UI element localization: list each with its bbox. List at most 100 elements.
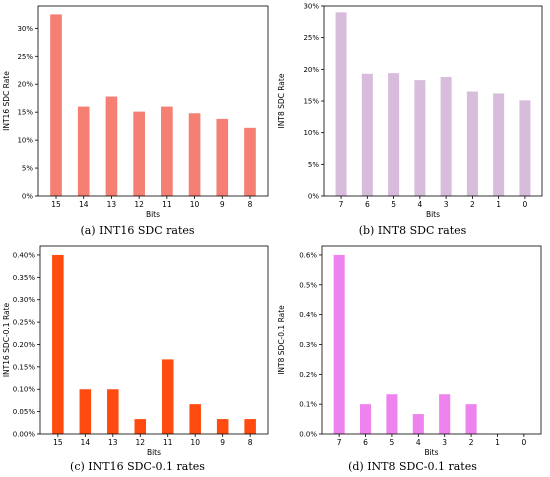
x-axis-label: Bits: [424, 448, 438, 457]
y-axis-label: INT16 SDC Rate: [2, 71, 11, 131]
x-tick-label: 1: [495, 438, 500, 447]
x-tick-label: 7: [339, 200, 344, 209]
x-tick-label: 12: [135, 438, 145, 447]
panel-b: 0% 5% 10% 15% 20% 25% 30% 7 6 5 4 3 2 1 0 Bits INT8 SDC …: [275, 0, 550, 240]
bar-11: [161, 106, 173, 196]
x-tick-label: 14: [79, 200, 89, 209]
y-tick-label: 0.10%: [13, 386, 36, 394]
x-tick-label: 3: [442, 438, 447, 447]
x-tick-label: 0: [523, 200, 528, 209]
bar-3: [440, 76, 452, 196]
y-tick-label: 25%: [17, 53, 33, 61]
bar-5: [386, 394, 398, 434]
y-tick-label: 15%: [17, 109, 33, 117]
bar-8: [244, 127, 256, 196]
caption-a: (a) INT16 SDC rates: [80, 224, 195, 237]
x-tick-label: 9: [220, 200, 225, 209]
bar-9: [216, 118, 229, 196]
y-tick-label: 0.20%: [13, 341, 36, 349]
bar-12: [134, 419, 147, 434]
bar-9: [216, 419, 229, 434]
y-tick-label: 25%: [303, 34, 319, 42]
x-tick-label: 2: [469, 438, 474, 447]
x-tick-label: 4: [417, 200, 422, 209]
caption-c: (c) INT16 SDC-0.1 rates: [70, 460, 205, 473]
plot-frame: [39, 245, 269, 435]
bar-2: [466, 91, 478, 196]
bar-2: [465, 404, 477, 434]
x-axis-label: Bits: [426, 210, 440, 219]
y-axis-label: INT16 SDC-0.1 Rate: [2, 302, 11, 377]
plot-frame: [323, 5, 543, 197]
bar-13: [105, 96, 118, 196]
x-tick-label: 14: [81, 438, 91, 447]
bar-3: [439, 394, 451, 434]
x-tick-label: 5: [391, 200, 396, 209]
bar-6: [359, 404, 372, 434]
bar-8: [244, 419, 256, 434]
y-tick-label: 0.30%: [13, 296, 36, 304]
y-axis-label: INT8 SDC Rate: [277, 73, 286, 128]
x-axis-label: Bits: [147, 448, 161, 457]
y-tick-label: 0%: [308, 193, 319, 201]
bar-1: [493, 93, 505, 196]
y-tick-label: 0.5%: [299, 281, 317, 289]
x-tick-label: 4: [416, 438, 421, 447]
y-tick-label: 10%: [17, 137, 33, 145]
y-tick-label: 5%: [22, 165, 33, 173]
x-tick-label: 8: [248, 438, 253, 447]
bar-10: [188, 113, 201, 196]
bar-15: [50, 14, 62, 196]
panel-c: 0.00% 0.05% 0.10% 0.15% 0.20% 0.25% 0.30% 0.35%…: [0, 240, 275, 477]
bar-13: [107, 389, 119, 434]
x-tick-label: 12: [134, 200, 144, 209]
x-tick-label: 6: [365, 200, 370, 209]
x-tick-label: 10: [190, 438, 200, 447]
plot-frame: [321, 245, 542, 435]
bar-7: [333, 254, 345, 434]
x-tick-label: 5: [390, 438, 395, 447]
chart-int8-sdc-0.1: 0.0% 0.1% 0.2% 0.3% 0.4% 0.5% 0.6% 7 6 5 4 3 2 1 0 Bits…: [277, 245, 542, 457]
bar-14: [77, 106, 90, 196]
caption-d: (d) INT8 SDC-0.1 rates: [348, 460, 477, 473]
x-tick-label: 10: [190, 200, 200, 209]
y-tick-label: 0.1%: [299, 401, 317, 409]
y-tick-label: 0.4%: [299, 311, 317, 319]
y-tick-label: 30%: [303, 3, 319, 11]
y-tick-label: 0.15%: [13, 363, 36, 371]
y-tick-label: 5%: [308, 161, 319, 169]
bar-14: [79, 389, 92, 434]
x-tick-label: 7: [337, 438, 342, 447]
y-tick-label: 0.2%: [299, 371, 317, 379]
y-tick-label: 0.40%: [13, 251, 36, 259]
x-axis-label: Bits: [146, 210, 160, 219]
x-tick-label: 1: [496, 200, 501, 209]
bar-15: [52, 254, 64, 434]
x-tick-label: 13: [108, 438, 118, 447]
x-tick-label: 6: [363, 438, 368, 447]
bar-12: [133, 111, 145, 196]
y-tick-label: 0.6%: [299, 251, 317, 259]
bar-7: [335, 12, 347, 197]
y-tick-label: 0.0%: [299, 431, 317, 439]
x-tick-label: 13: [107, 200, 117, 209]
y-tick-label: 15%: [303, 98, 319, 106]
x-tick-label: 2: [470, 200, 475, 209]
y-tick-label: 20%: [303, 66, 319, 74]
x-tick-label: 0: [521, 438, 526, 447]
plot-frame: [37, 5, 269, 197]
y-tick-label: 0.3%: [299, 341, 317, 349]
y-tick-label: 30%: [17, 25, 33, 33]
bar-0: [519, 100, 531, 196]
x-tick-label: 8: [248, 200, 253, 209]
panel-a: 0% 5% 10% 15% 20% 25% 30% 15 14 13 12 11 10 9 8 Bits INT…: [0, 0, 275, 240]
bar-6: [361, 73, 373, 196]
y-tick-label: 0%: [22, 193, 33, 201]
x-tick-label: 15: [53, 438, 63, 447]
chart-int16-sdc: 0% 5% 10% 15% 20% 25% 30% 15 14 13 12 11 10 9 8 Bits INT…: [2, 5, 269, 219]
bar-4: [412, 414, 424, 434]
y-tick-label: 0.25%: [13, 319, 36, 327]
chart-int16-sdc-0.1: 0.00% 0.05% 0.10% 0.15% 0.20% 0.25% 0.30% 0.35%…: [2, 245, 269, 457]
x-tick-label: 3: [444, 200, 449, 209]
x-tick-label: 11: [162, 200, 172, 209]
